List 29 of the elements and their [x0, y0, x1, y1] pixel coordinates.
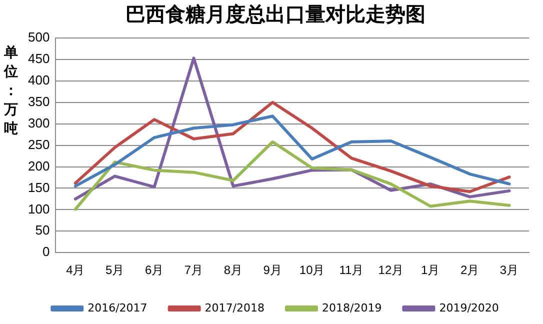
y-tick-label: 250 [28, 136, 50, 152]
x-tick-label: 8月 [224, 263, 243, 278]
y-tick-label: 50 [35, 222, 50, 238]
x-tick-label: 11月 [339, 263, 364, 278]
x-tick-label: 7月 [184, 263, 204, 278]
y-axis-title: 单位：万吨 [2, 44, 19, 139]
x-tick-label: 6月 [144, 263, 164, 278]
x-tick-label: 3月 [500, 263, 519, 278]
x-tick-label: 9月 [263, 263, 282, 278]
y-tick-label: 400 [28, 72, 50, 88]
legend-label: 2018/2019 [322, 301, 382, 314]
legend-label: 2017/2018 [204, 301, 265, 314]
y-tick-label: 500 [28, 30, 50, 45]
chart-title: 巴西食糖月度总出口量对比走势图 [126, 2, 426, 26]
y-tick-label: 350 [28, 94, 50, 109]
x-tick-label: 10月 [299, 263, 325, 278]
y-tick-label: 450 [28, 51, 50, 66]
y-tick-label: 100 [28, 201, 50, 216]
x-tick-label: 1月 [421, 263, 440, 278]
legend-label: 2016/2017 [88, 301, 148, 314]
y-tick-label: 200 [28, 158, 50, 174]
x-tick-label: 2月 [460, 263, 480, 278]
legend-label: 2019/2020 [439, 301, 499, 314]
x-tick-label: 4月 [66, 263, 85, 278]
y-tick-label: 150 [28, 180, 50, 195]
y-tick-label: 300 [28, 115, 50, 130]
x-tick-label: 12月 [378, 263, 404, 278]
y-tick-label: 0 [42, 244, 50, 260]
x-tick-label: 5月 [106, 263, 124, 278]
